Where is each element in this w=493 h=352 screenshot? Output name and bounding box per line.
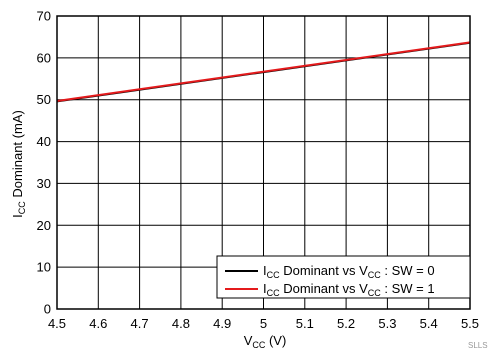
legend-sw0-s1: CC (267, 270, 280, 280)
watermark: SLLS (468, 341, 488, 350)
legend-entry-sw1: ICC Dominant vs VCC : SW = 1 (263, 281, 435, 298)
x-tick-label: 5.3 (378, 316, 396, 331)
y-tick-label: 30 (37, 176, 51, 191)
x-axis-label: VCC (V) (244, 333, 287, 350)
x-tick-label: 5 (260, 316, 267, 331)
x-tick-label: 4.6 (89, 316, 107, 331)
x-axis-label-rest: (V) (265, 333, 286, 348)
y-tick-labels: 0 10 20 30 40 50 60 70 (37, 9, 51, 317)
y-axis-label-rest: Dominant (mA) (10, 110, 25, 201)
legend: ICC Dominant vs VCC : SW = 0 ICC Dominan… (216, 255, 471, 299)
legend-sw0-s2: CC (368, 270, 381, 280)
y-tick-label: 70 (37, 9, 51, 24)
legend-box (216, 255, 471, 299)
y-tick-label: 40 (37, 134, 51, 149)
x-tick-label: 4.9 (213, 316, 231, 331)
series-line-sw1 (56, 41, 471, 102)
x-axis-label-main: V (244, 333, 253, 348)
plot-frame (56, 15, 471, 310)
x-tick-labels: 4.5 4.6 4.7 4.8 4.9 5 5.1 5.2 5.3 5.4 5.5 (48, 316, 479, 331)
x-tick-label: 4.5 (48, 316, 66, 331)
x-tick-label: 4.7 (131, 316, 149, 331)
y-tick-label: 50 (37, 92, 51, 107)
x-axis-label-sub: CC (252, 340, 265, 350)
x-tick-label: 5.5 (461, 316, 479, 331)
series-lines (56, 41, 471, 103)
y-tick-label: 10 (37, 260, 51, 275)
x-tick-label: 5.2 (337, 316, 355, 331)
legend-sw0-p1: I (263, 263, 267, 278)
legend-sw1-p3: : SW = 1 (381, 281, 435, 296)
x-tick-label: 5.4 (420, 316, 438, 331)
y-axis-label-sub: CC (17, 201, 27, 214)
x-tick-label: 4.8 (172, 316, 190, 331)
legend-sw0-p2: Dominant vs V (280, 263, 368, 278)
legend-sw1-s2: CC (368, 288, 381, 298)
x-tick-label: 5.1 (296, 316, 314, 331)
legend-sw0-p3: : SW = 0 (381, 263, 435, 278)
legend-sw1-p1: I (263, 281, 267, 296)
legend-sw1-p2: Dominant vs V (280, 281, 368, 296)
legend-entry-sw0: ICC Dominant vs VCC : SW = 0 (263, 263, 435, 280)
y-tick-label: 20 (37, 218, 51, 233)
legend-sw1-s1: CC (267, 288, 280, 298)
y-tick-label: 60 (37, 50, 51, 65)
y-tick-label: 0 (44, 302, 51, 317)
y-axis-label-main: I (10, 214, 25, 218)
y-axis-label: ICC Dominant (mA) (10, 110, 27, 218)
